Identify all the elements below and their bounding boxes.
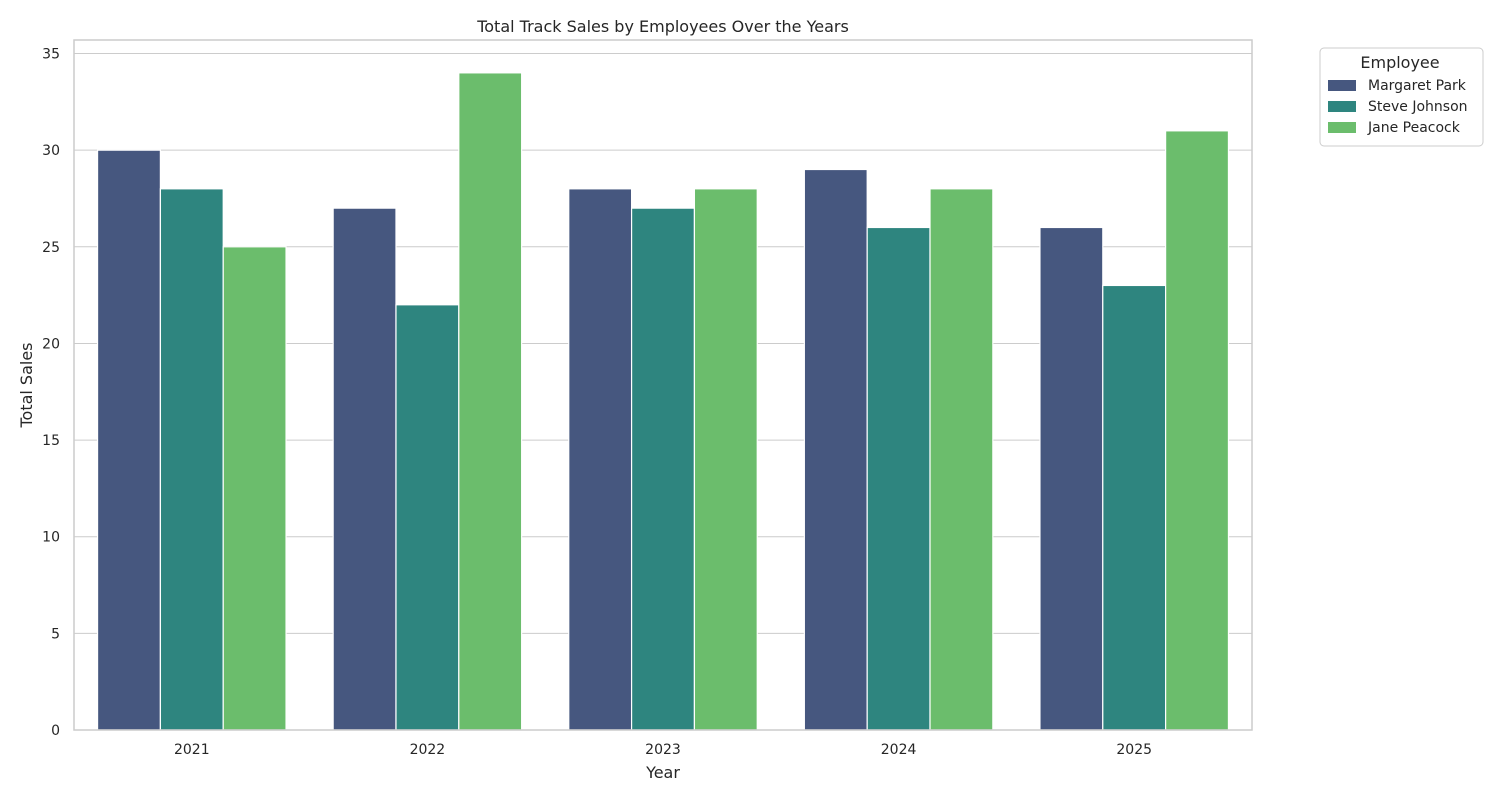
bar-2021-steve-johnson: [159, 188, 224, 731]
x-tick-label: 2022: [410, 742, 446, 758]
y-tick-label: 15: [42, 433, 60, 449]
bar-2025-steve-johnson: [1102, 284, 1167, 731]
x-axis-title: Year: [645, 763, 680, 782]
y-axis-ticks: 0 5 10 15 20 25 30 35: [42, 47, 60, 739]
bar-2021-jane-peacock: [222, 246, 287, 731]
legend-label: Jane Peacock: [1367, 120, 1461, 136]
bars: [96, 72, 1230, 731]
bar-2023-steve-johnson: [630, 207, 696, 731]
legend-items: Margaret Park Steve Johnson Jane Peacock: [1328, 78, 1468, 136]
legend-label: Steve Johnson: [1368, 99, 1468, 115]
legend-label: Margaret Park: [1368, 78, 1467, 94]
legend-title: Employee: [1360, 53, 1439, 72]
bar-2024-margaret-park: [803, 168, 868, 731]
chart-title: Total Track Sales by Employees Over the …: [476, 17, 849, 36]
y-axis-title: Total Sales: [17, 342, 36, 428]
y-tick-label: 35: [42, 47, 60, 63]
bar-2022-jane-peacock: [458, 72, 523, 731]
x-tick-label: 2021: [174, 742, 210, 758]
bar-2025-jane-peacock: [1165, 130, 1230, 731]
plot-frame: [73, 39, 1253, 731]
bar-2024-jane-peacock: [929, 188, 994, 731]
legend-box: [1319, 47, 1484, 147]
bar-2023-jane-peacock: [693, 188, 758, 731]
legend: Employee Margaret Park Steve Johnson Jane …: [1319, 47, 1484, 147]
legend-swatch: [1328, 122, 1356, 133]
y-tick-label: 5: [51, 626, 60, 642]
y-tick-label: 20: [42, 336, 60, 352]
bar-2021-margaret-park: [96, 149, 161, 731]
y-tick-label: 10: [42, 530, 60, 546]
x-tick-label: 2023: [645, 742, 681, 758]
legend-swatch: [1328, 101, 1356, 112]
bar-2024-steve-johnson: [866, 226, 931, 731]
bar-2025-margaret-park: [1039, 226, 1104, 731]
y-tick-label: 25: [42, 240, 60, 256]
y-tick-label: 0: [51, 723, 60, 739]
legend-swatch: [1328, 80, 1356, 91]
x-axis-ticks: 2021 2022 2023 2024 2025: [174, 742, 1152, 758]
bar-2023-margaret-park: [568, 188, 633, 731]
x-tick-label: 2024: [881, 742, 917, 758]
bar-2022-steve-johnson: [395, 304, 460, 731]
bar-2022-margaret-park: [332, 207, 397, 731]
y-tick-label: 30: [42, 143, 60, 159]
x-tick-label: 2025: [1116, 742, 1152, 758]
